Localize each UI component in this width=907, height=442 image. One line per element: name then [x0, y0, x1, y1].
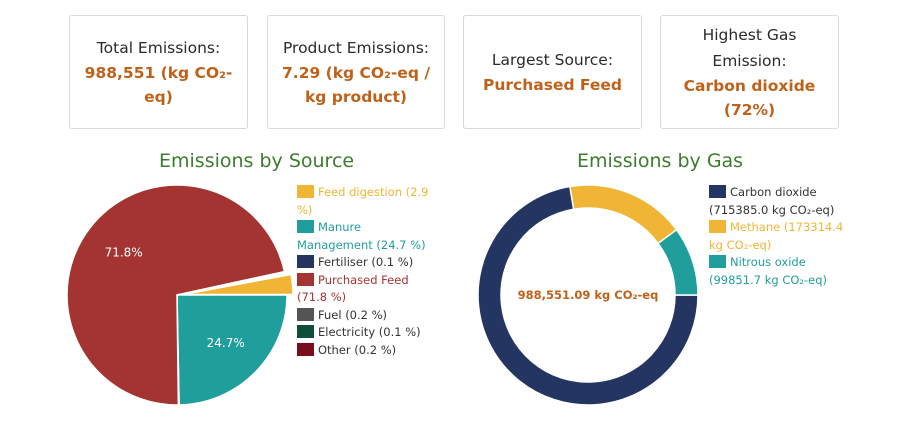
legend-item-manure-management[interactable]: Manure Management (24.7 %) [297, 219, 437, 254]
legend-item-feed-digestion[interactable]: Feed digestion (2.9 %) [297, 184, 437, 219]
legend-label: Electricity (0.1 %) [318, 325, 421, 339]
largest-source-card: Largest Source: Purchased Feed [463, 15, 642, 129]
legend-label: Fuel (0.2 %) [318, 307, 388, 322]
legend-item-fertiliser[interactable]: Fertiliser (0.1 %) [297, 254, 437, 272]
legend-item-fuel[interactable]: Fuel (0.2 %) [297, 307, 437, 325]
pie-slice-methane[interactable] [569, 184, 678, 245]
legend-swatch [297, 272, 314, 286]
pie-slice-other[interactable] [176, 272, 287, 296]
highest-gas-card: Highest Gas Emission: Carbon dioxide (72… [660, 15, 839, 129]
legend-swatch [297, 307, 314, 321]
gas-legend: Carbon dioxide (715385.0 kg CO₂-eq) Metha… [709, 184, 844, 289]
data-label-purchased-feed: 71.8% [105, 246, 143, 260]
pie-slice-carbon-dioxide[interactable] [477, 185, 699, 406]
legend-label: Methane (173314.4 kg CO₂-eq) [709, 220, 844, 252]
product-emissions-card: Product Emissions: 7.29 (kg CO₂-eq / kg … [267, 15, 445, 129]
source-legend: Feed digestion (2.9 %) Manure Management … [297, 184, 437, 359]
legend-swatch [297, 342, 314, 356]
largest-source-label: Largest Source: [491, 51, 614, 69]
legend-label: Purchased Feed (71.8 %) [297, 272, 409, 305]
gas-donut-chart: 988,551.09 kg CO₂-eq [477, 184, 699, 406]
pie-slice-manure-management[interactable] [176, 294, 288, 406]
donut-center-label: 988,551.09 kg CO₂-eq [518, 288, 659, 302]
legend-item-electricity[interactable]: Electricity (0.1 %) [297, 324, 437, 342]
legend-swatch [297, 325, 314, 338]
pie-slice-nitrous-oxide[interactable] [657, 228, 699, 296]
legend-swatch [297, 185, 314, 198]
source-pie-chart: 24.7% 71.8% [66, 184, 294, 406]
legend-item-other[interactable]: Other (0.2 %) [297, 342, 437, 360]
gas-chart-title: Emissions by Gas [577, 150, 744, 172]
legend-label: Carbon dioxide (715385.0 kg CO₂-eq) [709, 185, 835, 217]
highest-gas-value: Carbon dioxide (72%) [683, 77, 816, 119]
legend-label: Nitrous oxide (99851.7 kg CO₂-eq) [709, 255, 828, 287]
highest-gas-label: Highest Gas Emission: [702, 26, 797, 70]
largest-source-value: Purchased Feed [482, 76, 623, 94]
pie-slice-purchased-feed[interactable] [66, 184, 286, 406]
total-emissions-value: 988,551 (kg CO₂-eq) [84, 64, 233, 106]
legend-label: Other (0.2 %) [318, 342, 397, 357]
legend-item-methane[interactable]: Methane (173314.4 kg CO₂-eq) [709, 219, 844, 254]
legend-swatch [709, 185, 726, 198]
legend-swatch [709, 255, 726, 268]
legend-label: Fertiliser (0.1 %) [318, 255, 414, 269]
source-chart-title: Emissions by Source [159, 150, 355, 172]
legend-item-carbon-dioxide[interactable]: Carbon dioxide (715385.0 kg CO₂-eq) [709, 184, 844, 219]
legend-swatch [709, 220, 726, 233]
product-emissions-value: 7.29 (kg CO₂-eq / kg product) [282, 64, 430, 106]
legend-swatch [297, 255, 314, 268]
legend-item-purchased-feed[interactable]: Purchased Feed (71.8 %) [297, 272, 437, 307]
product-emissions-label: Product Emissions: [282, 39, 430, 57]
data-label-manure-management: 24.7% [207, 336, 245, 350]
total-emissions-card: Total Emissions: 988,551 (kg CO₂-eq) [69, 15, 248, 129]
total-emissions-label: Total Emissions: [96, 39, 221, 57]
legend-label: Feed digestion (2.9 %) [297, 185, 429, 217]
legend-swatch [297, 220, 314, 233]
legend-item-nitrous-oxide[interactable]: Nitrous oxide (99851.7 kg CO₂-eq) [709, 254, 844, 289]
legend-label: Manure Management (24.7 %) [297, 220, 426, 252]
